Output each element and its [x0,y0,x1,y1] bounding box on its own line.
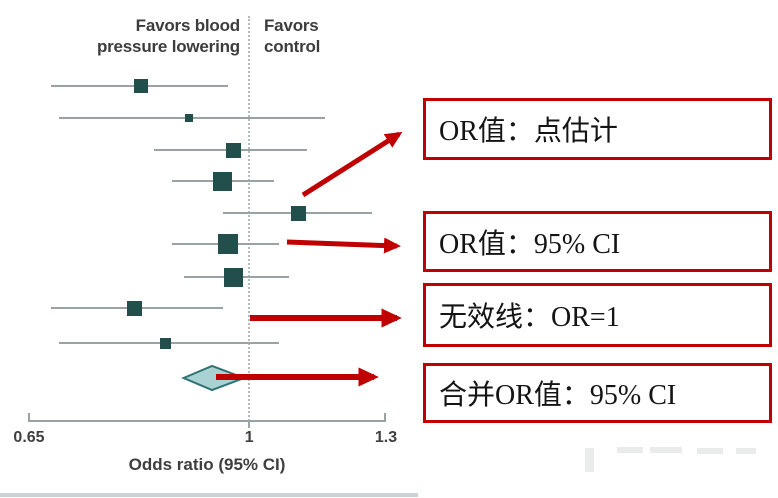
bottom-divider-rule [0,493,418,497]
point-estimate-square [291,206,306,221]
point-estimate-square [134,79,148,93]
x-axis-line [28,420,386,422]
watermark-artifact [697,448,723,454]
callout-box-null-line: 无效线：OR=1 [423,283,772,347]
point-estimate-square [226,143,241,158]
callout-label-point-estimate: OR值：点估计 [439,116,618,147]
callout-label-pooled: 合并OR值：95% CI [439,380,677,411]
point-estimate-square [213,172,232,191]
favors-treatment-line1: Favors blood [135,16,241,35]
favors-control-header: Favors control [264,15,320,57]
x-tick-label-1.3: 1.3 [374,429,398,446]
callout-box-pooled: 合并OR值：95% CI [423,363,772,423]
point-estimate-square [160,338,171,349]
x-tick-label-1: 1 [244,429,254,446]
watermark-artifact [617,447,643,453]
watermark-artifact [585,448,594,472]
x-axis-left-end-tick [28,413,30,422]
x-axis-null-tick [248,420,251,428]
callout-arrow-point-estimate [301,131,403,198]
favors-control-line1: Favors [264,16,319,35]
point-estimate-square [127,301,142,316]
watermark-artifact [650,447,682,453]
favors-treatment-header: Favors blood pressure lowering [97,15,240,57]
x-tick-label-0.65: 0.65 [13,429,45,446]
point-estimate-square [218,234,238,254]
x-axis-title: Odds ratio (95% CI) [128,455,286,474]
x-axis-right-end-tick [384,413,386,422]
point-estimate-square [224,268,243,287]
null-effect-line [248,16,251,428]
callout-label-ci: OR值：95% CI [439,228,621,260]
callout-box-ci: OR值：95% CI [423,211,772,272]
point-estimate-square [185,114,193,122]
watermark-artifact [736,448,756,454]
favors-control-line2: control [264,37,321,56]
callout-arrow-ci [286,237,401,254]
favors-treatment-line2: pressure lowering [96,37,240,56]
callout-box-point-estimate: OR值：点估计 [423,98,772,160]
callout-label-null-line: 无效线：OR=1 [439,302,620,333]
